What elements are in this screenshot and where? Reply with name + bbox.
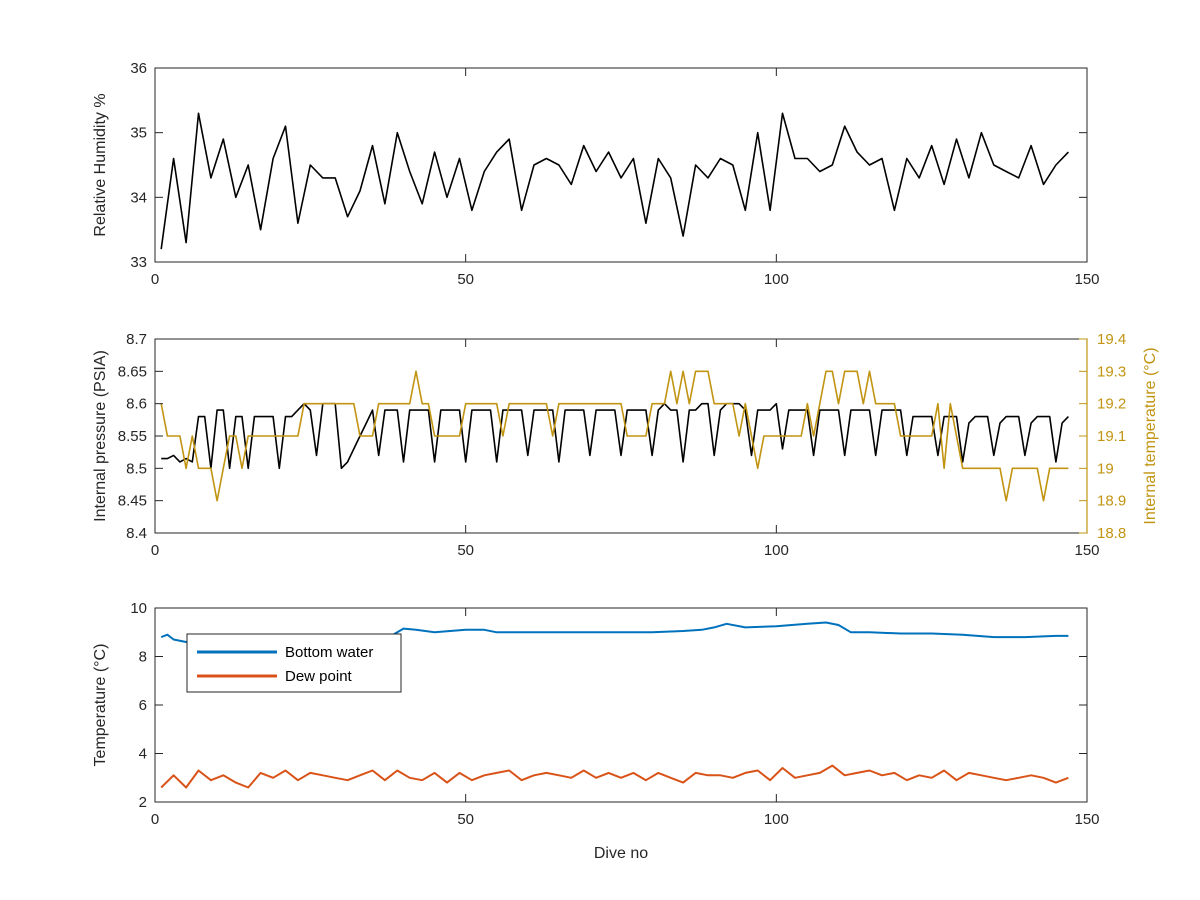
x-tick-label: 0: [151, 271, 159, 288]
y2-tick-label: 19.1: [1097, 428, 1126, 445]
y2-tick-label: 19.2: [1097, 396, 1126, 413]
plot-frame: [154, 67, 1088, 263]
legend-box: [186, 633, 402, 693]
x-tick-label: 100: [764, 811, 789, 828]
y2-axis-label: Internal temperature (°C): [1142, 347, 1159, 524]
x-tick-label: 50: [457, 542, 474, 559]
y-axis-label: Internal pressure (PSIA): [92, 350, 109, 522]
y-tick-label: 8.45: [118, 493, 147, 510]
x-tick-label: 100: [764, 271, 789, 288]
x-tick-label: 150: [1074, 271, 1099, 288]
x-tick-label: 50: [457, 271, 474, 288]
y2-tick-label: 19.4: [1097, 331, 1126, 348]
x-axis-label: Dive no: [594, 845, 648, 862]
series-line-dew-point: [160, 764, 1069, 789]
y-tick-label: 8: [139, 649, 147, 666]
y2-tick-label: 18.8: [1097, 525, 1126, 542]
x-tick-label: 150: [1074, 811, 1099, 828]
y-tick-label: 8.65: [118, 363, 147, 380]
y-axis-label: Temperature (°C): [92, 644, 109, 767]
x-tick-label: 150: [1074, 542, 1099, 559]
subplot-1: 0 50 100 150 33 34 35 36 Relative Humidity %: [92, 60, 1100, 288]
y-tick-label: 8.5: [126, 460, 147, 477]
y2-tick-label: 19.3: [1097, 363, 1126, 380]
x-tick-label: 0: [151, 811, 159, 828]
y-tick-label: 35: [130, 125, 147, 142]
x-tick-label: 50: [457, 811, 474, 828]
legend-entry: Dew point: [285, 668, 353, 685]
y2-tick-label: 19: [1097, 460, 1114, 477]
y-tick-label: 36: [130, 60, 147, 77]
subplot-2: 0 50 100 150 8.4 8.45 8.5 8.55 8.6 8.65 8.7 18.8 18.…: [92, 331, 1159, 559]
y-tick-label: 8.6: [126, 396, 147, 413]
series-line-2: [160, 370, 1069, 502]
y-tick-label: 4: [139, 746, 147, 763]
y-tick-label: 8.7: [126, 331, 147, 348]
y-tick-label: 2: [139, 794, 147, 811]
y-tick-label: 6: [139, 697, 147, 714]
y-tick-label: 8.4: [126, 525, 147, 542]
y-tick-label: 8.55: [118, 428, 147, 445]
subplot-3: 0 50 100 150 2 4 6 8 10 Temperature (°C) Dive no Bo…: [92, 600, 1100, 862]
x-tick-label: 100: [764, 542, 789, 559]
legend: Bottom water Dew point: [186, 633, 402, 693]
y-axis-label: Relative Humidity %: [92, 93, 109, 236]
legend-entry: Bottom water: [285, 644, 373, 661]
y-tick-label: 34: [130, 189, 147, 206]
x-tick-label: 0: [151, 542, 159, 559]
y-tick-label: 33: [130, 254, 147, 271]
y-tick-label: 10: [130, 600, 147, 617]
series-line-1: [161, 402, 1069, 470]
series-line-1: [160, 112, 1069, 250]
y2-tick-label: 18.9: [1097, 493, 1126, 510]
